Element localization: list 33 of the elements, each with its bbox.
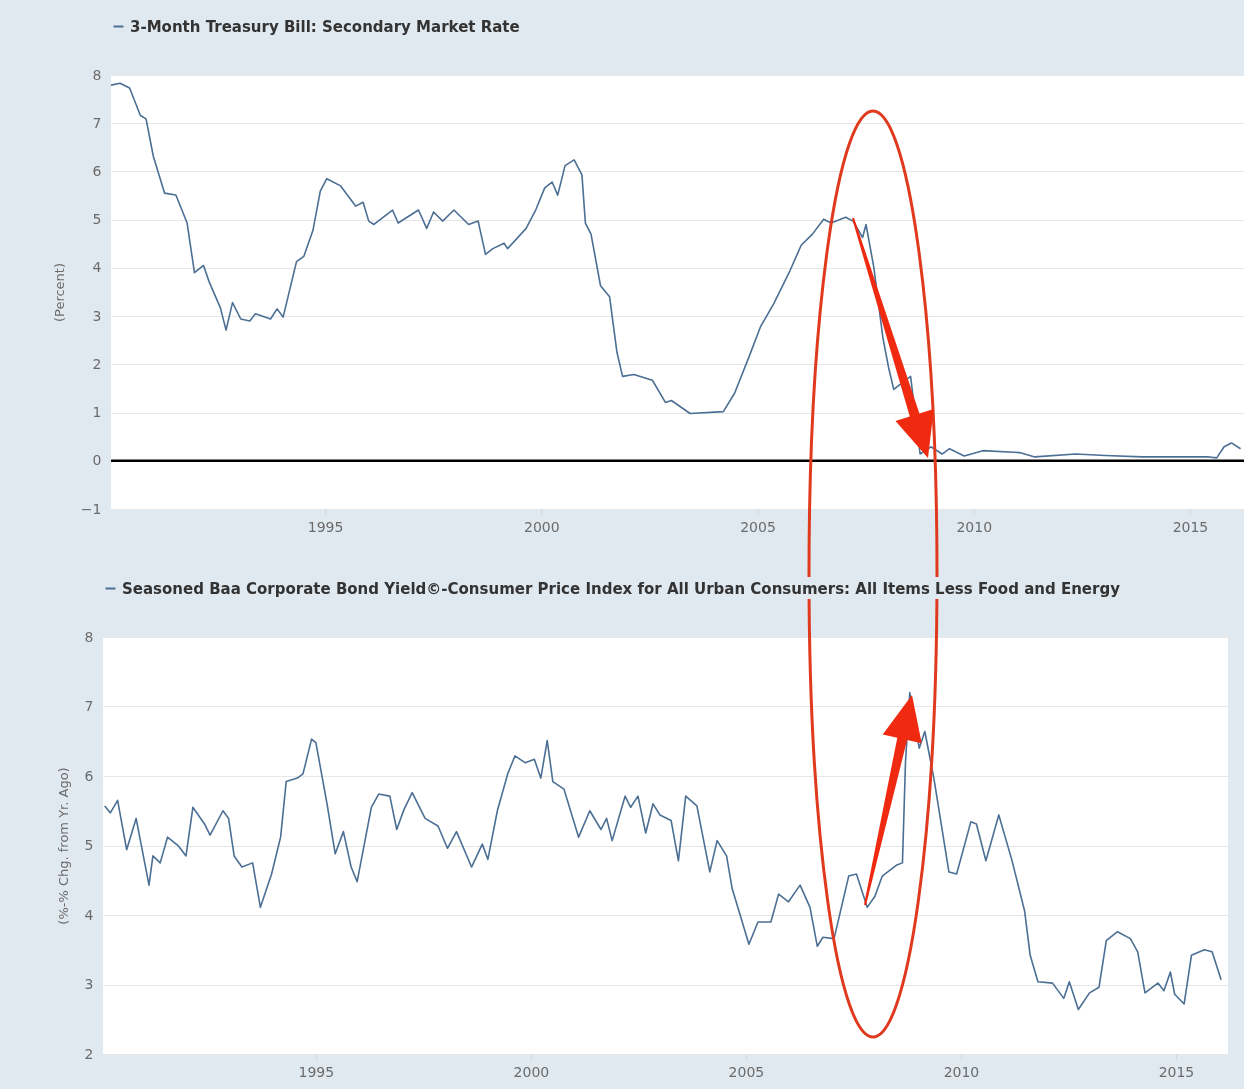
y-tick-label: 3 [84,976,94,992]
y-tick-label: 4 [84,906,94,923]
y-tick-label: 3 [92,307,102,324]
y-tick-label: 7 [84,698,94,714]
x-tick-label: 2005 [728,1063,765,1080]
y-tick-label: 0 [92,452,102,469]
y-tick-label: 5 [84,837,94,853]
x-tick-label: 2010 [956,518,993,535]
x-tick-label: 2015 [1158,1063,1195,1080]
x-tick-label: 2010 [943,1063,980,1080]
legend-label: Seasoned Baa Corporate Bond Yield©-Consumer Price Index for All Urban Consumers: All Items Less Food and Energy [122,579,1121,598]
y-axis-title: (Percent) [51,262,67,323]
x-tick-label: 1995 [307,518,344,535]
y-tick-label: 4 [92,259,102,276]
y-tick-label: −1 [80,500,102,517]
y-axis-title: (%-% Chg. from Yr. Ago) [55,767,71,925]
line-series [110,82,1242,459]
legend-label: 3-Month Treasury Bill: Secondary Market Rate [130,17,520,36]
y-tick-label: 8 [84,628,94,645]
y-tick-label: 6 [84,767,94,784]
y-tick-label: 2 [92,355,102,372]
x-tick-label: 2015 [1172,518,1209,535]
line-series [103,691,1222,1011]
x-tick-label: 2000 [513,1063,550,1080]
x-tick-label: 2000 [523,518,560,535]
y-tick-label: 7 [92,114,102,131]
y-tick-label: 8 [92,66,102,83]
x-tick-label: 2005 [740,518,776,535]
x-tick-label: 1995 [298,1063,335,1080]
y-tick-label: 6 [92,162,102,179]
y-tick-label: 5 [92,211,102,228]
y-tick-label: 1 [92,404,102,421]
y-tick-label: 2 [84,1045,94,1062]
